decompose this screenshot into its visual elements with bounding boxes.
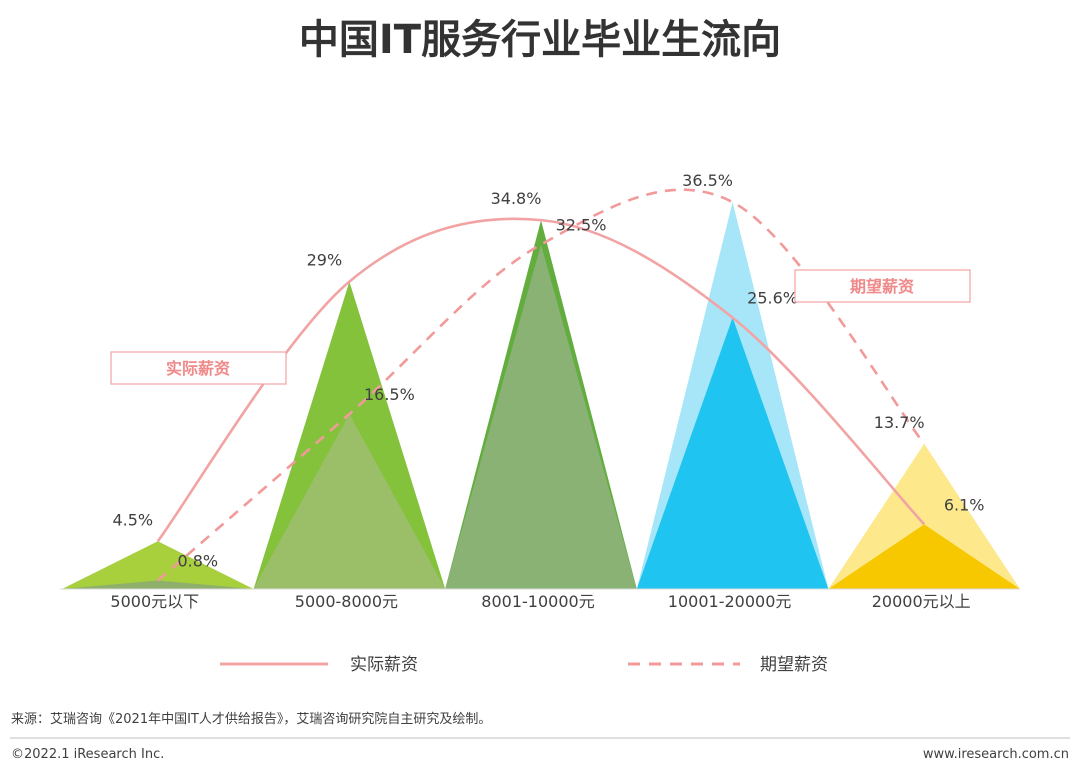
callout-actual: 实际薪资 xyxy=(110,351,287,385)
callout-expected-text: 期望薪资 xyxy=(850,277,914,296)
triangle-front-0 xyxy=(62,580,254,589)
value-label-expected-2: 32.5% xyxy=(556,216,607,235)
value-label-layer: 4.5% 29% 34.8% 25.6% 6.1% 0.8% 16.5% 32.5% 36.5%… xyxy=(112,171,984,570)
value-label-actual-1: 29% xyxy=(307,251,343,270)
triangle-front-3 xyxy=(636,317,829,589)
legend: 实际薪资 期望薪资 xyxy=(220,655,828,675)
value-label-actual-4: 6.1% xyxy=(944,495,985,514)
category-label-0: 5000元以下 xyxy=(110,592,199,611)
value-label-expected-1: 16.5% xyxy=(364,385,415,404)
curve-layer xyxy=(156,188,926,582)
triangle-front-4 xyxy=(828,524,1020,589)
triangle-layer xyxy=(62,202,1020,589)
value-label-actual-3: 25.6% xyxy=(747,289,798,308)
value-label-actual-0: 4.5% xyxy=(112,510,153,529)
copyright: ©2022.1 iResearch Inc. xyxy=(11,747,164,762)
category-label-layer: 5000元以下 5000-8000元 8001-10000元 10001-20000元… xyxy=(110,592,970,611)
value-label-expected-0: 0.8% xyxy=(177,552,218,571)
category-label-2: 8001-10000元 xyxy=(481,592,594,611)
category-label-3: 10001-20000元 xyxy=(668,592,792,611)
callout-actual-text: 实际薪资 xyxy=(166,359,230,378)
legend-actual-label: 实际薪资 xyxy=(350,655,418,675)
chart-title: 中国IT服务行业毕业生流向 xyxy=(299,17,781,63)
legend-expected-label: 期望薪资 xyxy=(760,655,828,675)
triangle-back-0 xyxy=(62,541,254,589)
source-note: 来源：艾瑞咨询《2021年中国IT人才供给报告》，艾瑞咨询研究院自主研究及绘制。 xyxy=(11,712,491,727)
value-label-expected-4: 13.7% xyxy=(874,413,925,432)
value-label-expected-3: 36.5% xyxy=(682,171,733,190)
category-label-1: 5000-8000元 xyxy=(295,592,398,611)
callout-expected: 期望薪资 xyxy=(794,269,971,303)
triangle-front-2 xyxy=(445,244,637,589)
website: www.iresearch.com.cn xyxy=(923,747,1069,762)
series-line-actual xyxy=(156,217,926,543)
triangle-front-1 xyxy=(253,414,446,589)
value-label-actual-2: 34.8% xyxy=(491,189,542,208)
triangle-back-4 xyxy=(828,443,1020,589)
category-label-4: 20000元以上 xyxy=(872,592,971,611)
series-line-expected xyxy=(156,188,926,582)
